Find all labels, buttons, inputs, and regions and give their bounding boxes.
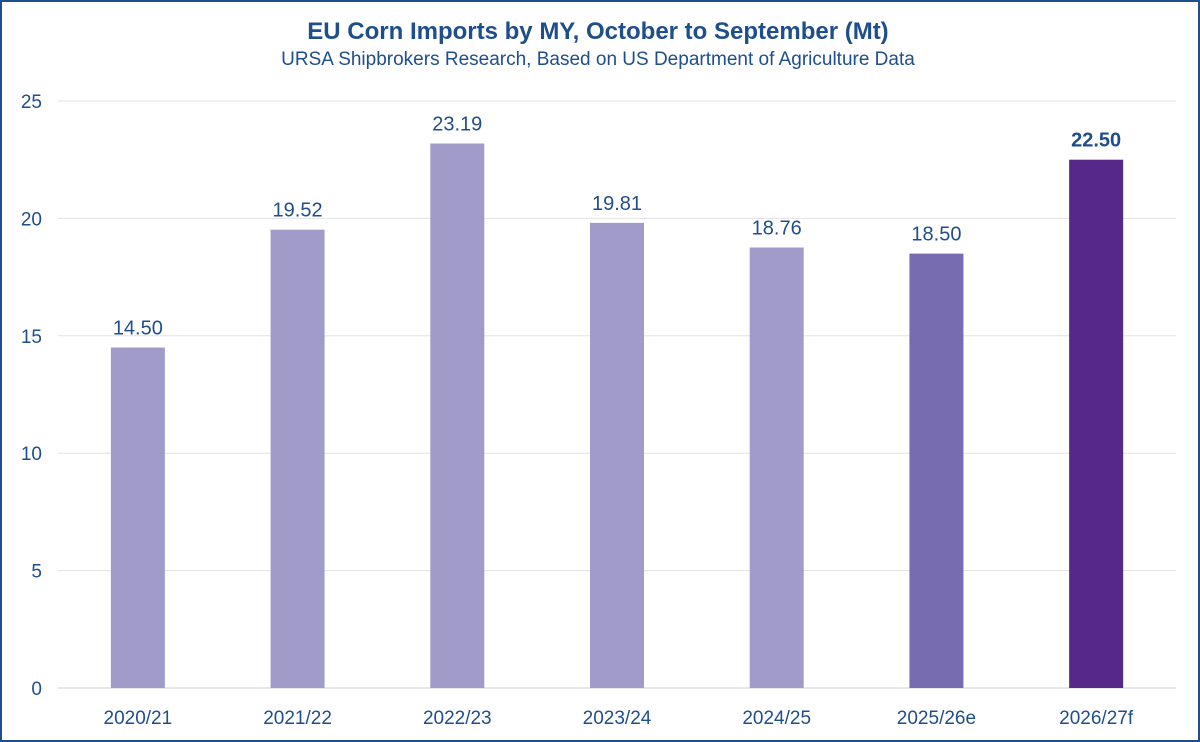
data-label: 23.19 [432, 113, 482, 135]
data-label: 19.81 [592, 193, 642, 215]
y-tick-label: 15 [21, 327, 42, 348]
x-tick-label: 2024/25 [742, 708, 811, 729]
y-tick-label: 10 [21, 444, 42, 465]
bar-2021/22 [270, 229, 325, 688]
data-label: 18.50 [911, 224, 961, 246]
data-label: 19.52 [273, 200, 323, 222]
bar-2023/24 [590, 222, 644, 688]
x-tick-label: 2026/27f [1059, 708, 1134, 729]
y-tick-label: 0 [31, 679, 42, 700]
y-tick-label: 25 [21, 92, 42, 113]
bar-2024/25 [749, 247, 804, 688]
bar-2025/26e [909, 253, 964, 688]
x-tick-label: 2020/21 [104, 708, 173, 729]
y-tick-label: 5 [31, 562, 42, 583]
data-label: 14.50 [113, 318, 163, 340]
data-label: 18.76 [752, 218, 802, 240]
bar-2020/21 [110, 347, 165, 688]
y-tick-label: 20 [21, 209, 42, 230]
x-tick-label: 2025/26e [897, 708, 976, 729]
chart-subtitle: URSA Shipbrokers Research, Based on US D… [281, 49, 915, 70]
x-tick-label: 2023/24 [583, 708, 652, 729]
data-label: 22.50 [1071, 130, 1121, 152]
chart-title: EU Corn Imports by MY, October to Septem… [307, 18, 889, 45]
bar-2026/27f [1069, 159, 1124, 688]
bar-2022/23 [430, 143, 485, 689]
x-tick-label: 2021/22 [263, 708, 332, 729]
x-tick-label: 2022/23 [423, 708, 492, 729]
